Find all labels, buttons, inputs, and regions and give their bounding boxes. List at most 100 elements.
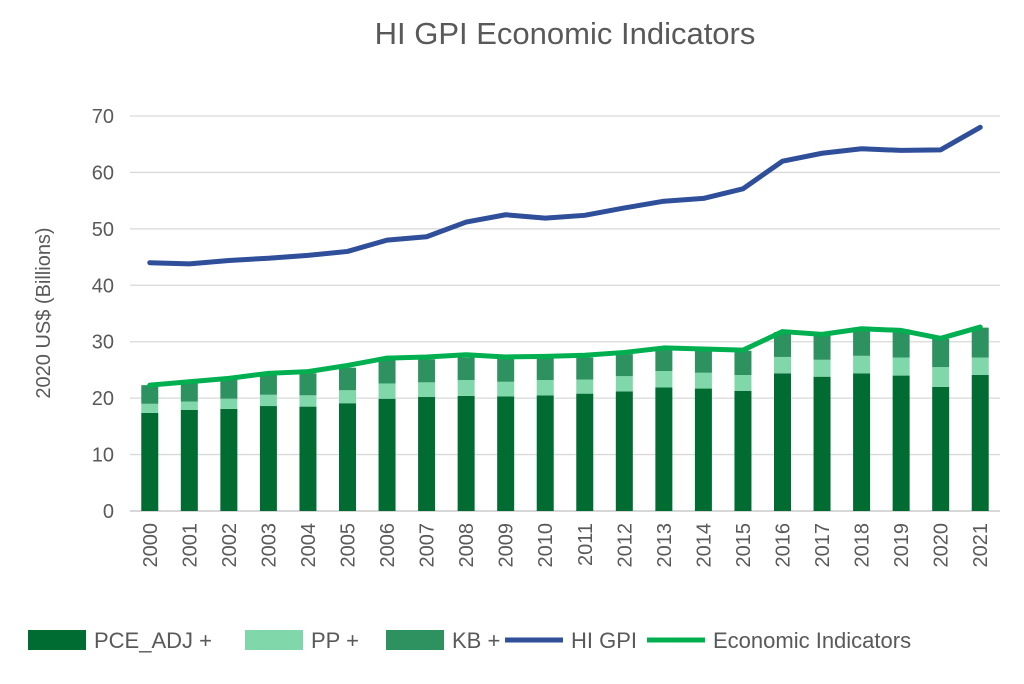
bar-pce-adj bbox=[180, 409, 198, 511]
y-tick-label: 10 bbox=[92, 445, 114, 467]
bar-pce-adj bbox=[339, 403, 356, 511]
bar-pp bbox=[220, 398, 238, 409]
bar-kb bbox=[418, 359, 436, 383]
x-tick-label: 2002 bbox=[219, 523, 241, 568]
bar-pp bbox=[457, 380, 475, 396]
x-tick-label: 2001 bbox=[179, 523, 201, 568]
x-tick-label: 2000 bbox=[140, 523, 162, 568]
bar-pce-adj bbox=[576, 393, 594, 511]
x-tick-label: 2015 bbox=[733, 523, 755, 568]
bar-pp bbox=[378, 383, 396, 399]
bar-pp bbox=[418, 382, 436, 398]
bar-kb bbox=[971, 327, 989, 358]
y-tick-label: 40 bbox=[92, 275, 114, 297]
legend-label: PCE_ADJ + bbox=[94, 628, 212, 653]
bar-pce-adj bbox=[892, 375, 910, 511]
bar-kb bbox=[932, 338, 950, 368]
bar-pp bbox=[813, 359, 831, 377]
bar-pce-adj bbox=[457, 395, 475, 511]
bar-pp bbox=[932, 367, 950, 387]
x-tick-label: 2018 bbox=[852, 523, 874, 568]
x-tick-label: 2020 bbox=[931, 523, 953, 568]
bar-pce-adj bbox=[694, 388, 712, 511]
x-tick-label: 2013 bbox=[654, 523, 676, 568]
x-tick-label: 2010 bbox=[535, 523, 557, 568]
x-tick-label: 2006 bbox=[377, 523, 399, 568]
bar-kb bbox=[576, 357, 594, 380]
bar-pp bbox=[853, 355, 871, 374]
legend-label: Economic Indicators bbox=[713, 628, 911, 653]
y-tick-label: 50 bbox=[92, 219, 114, 241]
x-tick-label: 2007 bbox=[417, 523, 439, 568]
bar-kb bbox=[497, 358, 515, 382]
bar-pp bbox=[180, 401, 198, 410]
bar-pce-adj bbox=[615, 391, 633, 511]
x-tick-label: 2017 bbox=[812, 523, 834, 568]
bar-kb bbox=[259, 375, 277, 395]
lines bbox=[147, 124, 983, 388]
legend-swatch bbox=[386, 630, 444, 650]
bar-kb bbox=[180, 383, 198, 402]
bar-pce-adj bbox=[734, 390, 752, 511]
x-tick-label: 2003 bbox=[258, 523, 280, 568]
x-tick-label: 2008 bbox=[456, 523, 478, 568]
x-tick-label: 2019 bbox=[891, 523, 913, 568]
x-tick-label: 2021 bbox=[970, 523, 992, 568]
bar-kb bbox=[853, 328, 871, 356]
legend-label: KB + bbox=[452, 628, 500, 653]
bar-pp bbox=[339, 390, 356, 404]
bar-pce-adj bbox=[299, 406, 317, 511]
x-tick-label: 2005 bbox=[338, 523, 360, 568]
x-tick-labels: 2000 2001 2002 2003 2004 2005 2006 2007 2008 2009… bbox=[140, 523, 992, 568]
bar-pce-adj bbox=[971, 375, 989, 511]
legend-swatch bbox=[245, 630, 303, 650]
bar-kb bbox=[813, 333, 831, 360]
y-tick-label: 60 bbox=[92, 162, 114, 184]
bar-kb bbox=[694, 350, 712, 373]
y-tick-label: 70 bbox=[92, 106, 114, 128]
x-tick-label: 2012 bbox=[614, 523, 636, 568]
bar-kb bbox=[655, 349, 673, 372]
line-hi-gpi bbox=[147, 124, 983, 267]
bar-pce-adj bbox=[141, 412, 159, 511]
bar-kb bbox=[220, 379, 238, 399]
bar-pp bbox=[497, 381, 515, 397]
bar-pp bbox=[774, 356, 791, 374]
bar-pce-adj bbox=[853, 373, 871, 511]
bar-pce-adj bbox=[655, 387, 673, 511]
bar-pce-adj bbox=[378, 398, 396, 511]
x-tick-label: 2004 bbox=[298, 523, 320, 568]
y-tick-labels: 0 10 20 30 40 50 60 70 bbox=[92, 106, 114, 523]
x-tick-label: 2011 bbox=[575, 523, 597, 566]
bar-pce-adj bbox=[774, 373, 791, 511]
y-tick-label: 0 bbox=[103, 501, 114, 523]
bar-kb bbox=[615, 354, 633, 377]
bar-pce-adj bbox=[259, 406, 277, 511]
bar-pp bbox=[694, 372, 712, 389]
x-tick-label: 2016 bbox=[773, 523, 795, 568]
bar-pce-adj bbox=[418, 397, 436, 511]
bar-kb bbox=[774, 332, 791, 357]
legend-swatch bbox=[28, 630, 86, 650]
line-economic-indicators bbox=[147, 324, 983, 388]
bars bbox=[141, 327, 989, 511]
bar-pce-adj bbox=[220, 408, 238, 511]
legend: PCE_ADJ + PP + KB + HI GPI Economic Indicato… bbox=[28, 628, 911, 653]
bar-pp bbox=[655, 371, 673, 388]
legend-label: PP + bbox=[311, 628, 359, 653]
bar-pp bbox=[536, 380, 554, 396]
bar-pp bbox=[971, 357, 989, 376]
bar-kb bbox=[734, 350, 752, 376]
bar-kb bbox=[892, 329, 910, 358]
x-tick-label: 2009 bbox=[496, 523, 518, 568]
x-tick-label: 2014 bbox=[693, 523, 715, 568]
y-tick-label: 30 bbox=[92, 332, 114, 354]
bar-kb bbox=[141, 385, 159, 404]
bar-pp bbox=[141, 403, 159, 413]
bar-pp bbox=[892, 357, 910, 376]
bar-pce-adj bbox=[536, 395, 554, 511]
bar-pp bbox=[259, 394, 277, 407]
y-tick-label: 20 bbox=[92, 388, 114, 410]
bar-pp bbox=[576, 379, 594, 394]
